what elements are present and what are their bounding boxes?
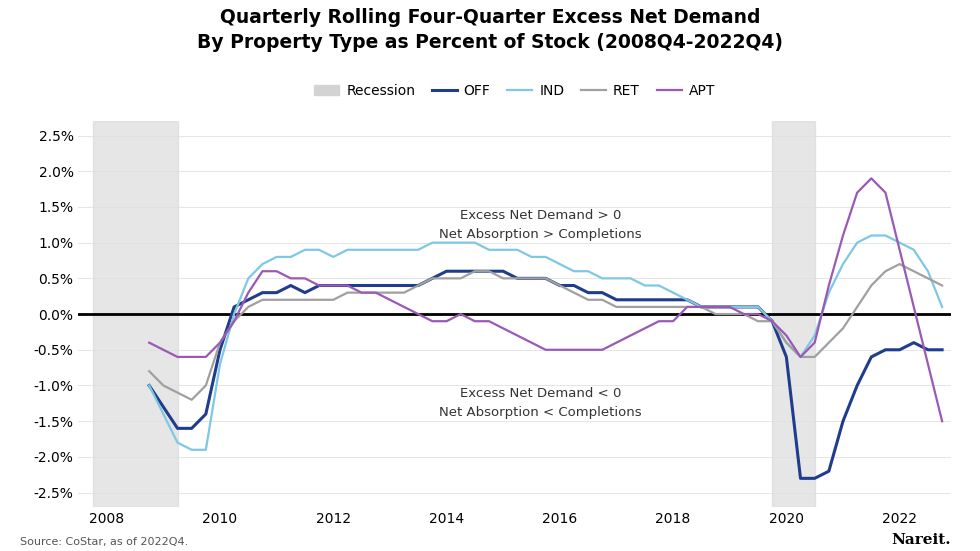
Text: Excess Net Demand < 0
Net Absorption < Completions: Excess Net Demand < 0 Net Absorption < C… [439, 387, 642, 419]
Bar [92, 121, 177, 507]
Text: Excess Net Demand > 0
Net Absorption > Completions: Excess Net Demand > 0 Net Absorption > C… [439, 209, 642, 241]
Text: Nareit.: Nareit. [891, 533, 951, 547]
Legend: Recession, OFF, IND, RET, APT: Recession, OFF, IND, RET, APT [309, 78, 720, 103]
Text: Source: CoStar, as of 2022Q4.: Source: CoStar, as of 2022Q4. [20, 537, 188, 547]
Bar [772, 121, 814, 507]
Text: Quarterly Rolling Four-Quarter Excess Net Demand
By Property Type as Percent of : Quarterly Rolling Four-Quarter Excess Ne… [197, 8, 783, 52]
